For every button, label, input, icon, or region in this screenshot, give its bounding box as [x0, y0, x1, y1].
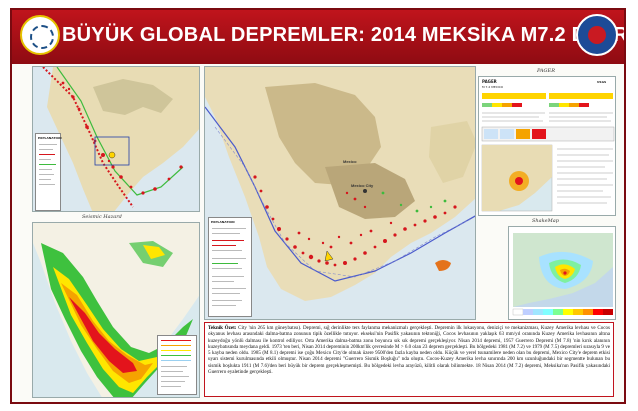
main-map-legend-title: EXPLANATION [211, 220, 235, 224]
shakemap-caption: ShakeMap [532, 218, 559, 224]
seismic-hazard-map [32, 222, 200, 398]
technical-summary-body: City 'nin 265 km güneybatısı). Depremi, … [208, 325, 610, 369]
pager-org: USGS [597, 80, 607, 84]
shakemap-panel [508, 226, 616, 320]
poster: BÜYÜK GLOBAL DEPREMLER: 2014 MEKSİKA M7.… [10, 8, 626, 404]
mexico-label: Mexico [343, 159, 357, 164]
shakemap-svg [512, 233, 613, 316]
pager-report-panel: PAGER M 7.2 MEXICO USGS [478, 76, 616, 216]
hazard-map-legend [157, 335, 197, 395]
main-map-legend: EXPLANATION [208, 217, 252, 317]
left-university-logo-icon [20, 15, 60, 55]
regional-seismicity-map: EXPLANATION [32, 66, 200, 212]
technical-summary-last: 18 Nisan 2014 (M 7.2) depremi, Meksika'n… [208, 362, 611, 376]
seismic-hazard-caption: Seismic Hazard [82, 214, 122, 220]
regional-map-legend-title: EXPLANATION [38, 136, 62, 140]
title-banner: BÜYÜK GLOBAL DEPREMLER: 2014 MEKSİKA M7.… [12, 10, 624, 64]
pager-caption: PAGER [537, 68, 555, 74]
pager-caption-block: PAGER [476, 68, 616, 80]
right-institute-logo-icon [576, 14, 618, 56]
regional-map-legend: EXPLANATION [35, 133, 62, 211]
pager-subheader: M 7.2 MEXICO [482, 85, 504, 89]
main-epicenter-map: Mexico Mexico City EXPLANATION [204, 66, 476, 320]
poster-title: BÜYÜK GLOBAL DEPREMLER: 2014 MEKSİKA M7.… [62, 24, 626, 46]
pager-report-svg [481, 93, 615, 212]
pager-header: PAGER [482, 79, 497, 84]
technical-summary: Teknik Özet: City 'nin 265 km güneybatıs… [204, 322, 614, 397]
technical-summary-heading: Teknik Özet: [208, 325, 237, 331]
mexico-city-label: Mexico City [351, 183, 374, 188]
